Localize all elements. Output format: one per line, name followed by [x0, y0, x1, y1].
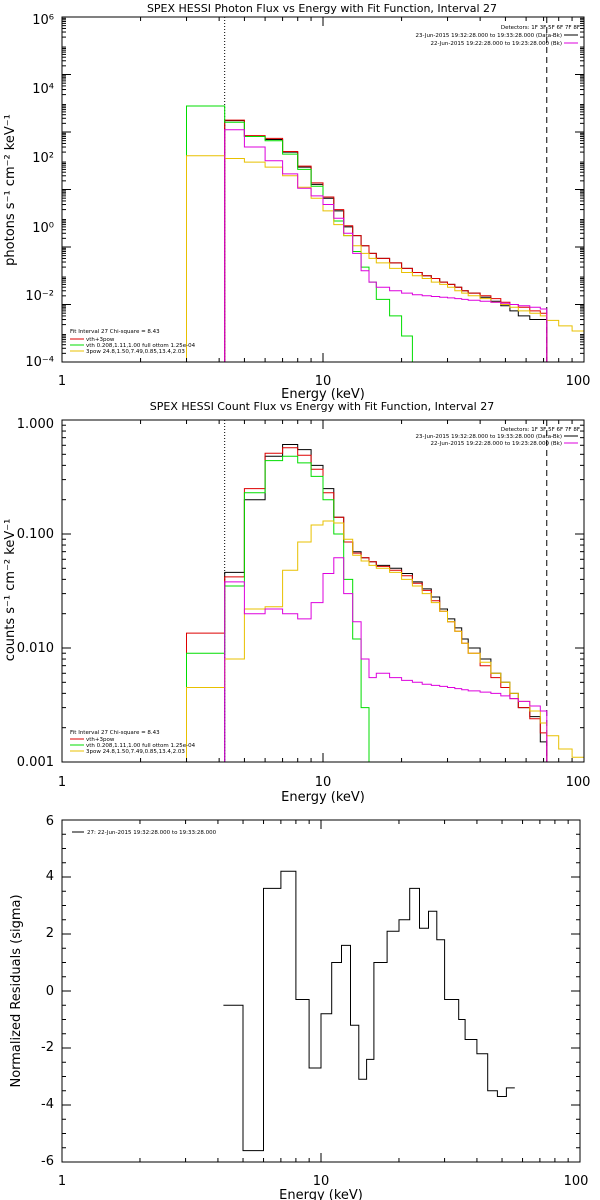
panel3-xtick-100: 100 [564, 1174, 589, 1189]
count-flux-ticks [61, 419, 585, 763]
residuals-plot-area [223, 870, 515, 1152]
panel3-xtick-10: 10 [313, 1174, 330, 1189]
residuals-panel: 1 10 100 -6 -4 -2 0 2 4 6 Energy (keV) N… [9, 814, 588, 1200]
panel1-xtick-10: 10 [315, 374, 332, 389]
panel1-legend-left-2: vth+3pow [86, 337, 115, 343]
panel1-detectors: Detectors: 1F 3F 5F 6F 7F 8F [501, 25, 580, 31]
panel2-legend-left-4: 3pow 24.8,1.50,7.49,0.85,13.4,2.03 [86, 749, 185, 755]
panel1-legend-left-4: 3pow 24.8,1.50,7.49,0.85,13.4,2.03 [86, 349, 185, 355]
panel2-legend-left-1: Fit Interval 27 Chi-square = 8.43 [70, 730, 160, 736]
series-3pow [186, 520, 585, 762]
panel2-ytick-2: 0.100 [17, 527, 54, 542]
panel3-ytick-0: 0 [46, 984, 54, 999]
panel2-xtick-1: 1 [58, 775, 66, 790]
count-flux-panel: SPEX HESSI Count Flux vs Energy with Fit… [3, 400, 590, 805]
panel1-legend-left-3: vth 0.208,1.11,1.00 full ottom 1.25e-04 [86, 343, 196, 349]
series-data-bk [224, 120, 548, 362]
panel3-ytick-6: 6 [46, 814, 54, 829]
panel2-ylabel: counts s⁻¹ cm⁻² keV⁻¹ [3, 519, 18, 662]
panel3-ytick-m4: -4 [41, 1097, 54, 1112]
panel1-xtick-100: 100 [566, 374, 591, 389]
panel1-ytick-2: 10⁰ [32, 221, 54, 236]
photon-flux-ticks [61, 17, 585, 363]
panel3-ytick-m6: -6 [41, 1154, 54, 1169]
panel1-legend-left-1: Fit Interval 27 Chi-square = 8.43 [70, 329, 160, 335]
panel1-xlabel: Energy (keV) [281, 387, 365, 402]
panel3-legend-left-1: 27: 22-Jun-2015 19:32:28.000 to 19:33:28… [87, 830, 217, 836]
panel2-legend-left-2: vth+3pow [86, 737, 115, 743]
series-bk [224, 557, 548, 762]
panel1-ytick-3: 10² [32, 151, 54, 166]
series-vth [186, 455, 377, 763]
panel2-ytick-1: 0.010 [17, 641, 54, 656]
panel3-ytick-2: 2 [46, 926, 54, 941]
series-27-22-jun-2015-19-32-28-000-to-19-33-28-000 [223, 870, 515, 1152]
panel2-xlabel: Energy (keV) [281, 790, 365, 805]
panel1-ylabel: photons s⁻¹ cm⁻² keV⁻¹ [3, 114, 18, 266]
panel1-ytick-4: 10⁴ [32, 82, 54, 97]
series-vth [186, 105, 423, 363]
panel2-detectors: Detectors: 1F 3F 5F 6F 7F 8F [501, 427, 580, 433]
panel2-xtick-100: 100 [566, 775, 591, 790]
residuals-ticks [61, 819, 581, 1163]
panel2-legend-left-3: vth 0.208,1.11,1.00 full ottom 1.25e-04 [86, 743, 196, 749]
panel3-ytick-m2: -2 [41, 1040, 54, 1055]
panel1-ytick-1: 10⁻² [25, 289, 54, 304]
panel2-xtick-10: 10 [315, 775, 332, 790]
panel1-legend-right-1: 23-Jun-2015 19:32:28.000 to 19:33:28.000… [416, 33, 562, 39]
panel2-ytick-3: 1.000 [17, 417, 54, 432]
panel3-xtick-1: 1 [58, 1174, 66, 1189]
series-vth-3pow [186, 447, 548, 762]
panel1-title: SPEX HESSI Photon Flux vs Energy with Fi… [147, 2, 497, 15]
panel1-ytick-0: 10⁻⁴ [25, 355, 54, 370]
panel3-ytick-4: 4 [46, 869, 54, 884]
panel1-ytick-5: 10⁶ [32, 13, 54, 28]
count-flux-plot-area [186, 420, 585, 763]
panel3-ylabel: Normalized Residuals (sigma) [9, 894, 24, 1087]
panel2-legend-right-1: 23-Jun-2015 19:32:28.000 to 19:33:28.000… [416, 434, 562, 440]
series-vth-3pow [224, 119, 548, 362]
series-bk [224, 129, 548, 362]
panel1-legend-right-2: 22-Jun-2015 19:22:28.000 to 19:23:28.000… [430, 41, 562, 47]
panel2-ytick-0: 0.001 [17, 755, 54, 770]
series-data-bk [224, 444, 548, 762]
series-3pow [186, 155, 585, 362]
panel2-legend-right-2: 22-Jun-2015 19:22:28.000 to 19:23:28.000… [430, 441, 562, 447]
residuals-axes-box [61, 819, 581, 1163]
photon-flux-plot-area [186, 17, 585, 363]
panel3-xlabel: Energy (keV) [279, 1188, 363, 1200]
photon-flux-panel: SPEX HESSI Photon Flux vs Energy with Fi… [3, 2, 590, 402]
panel1-xtick-1: 1 [58, 374, 66, 389]
panel2-title: SPEX HESSI Count Flux vs Energy with Fit… [150, 400, 494, 413]
